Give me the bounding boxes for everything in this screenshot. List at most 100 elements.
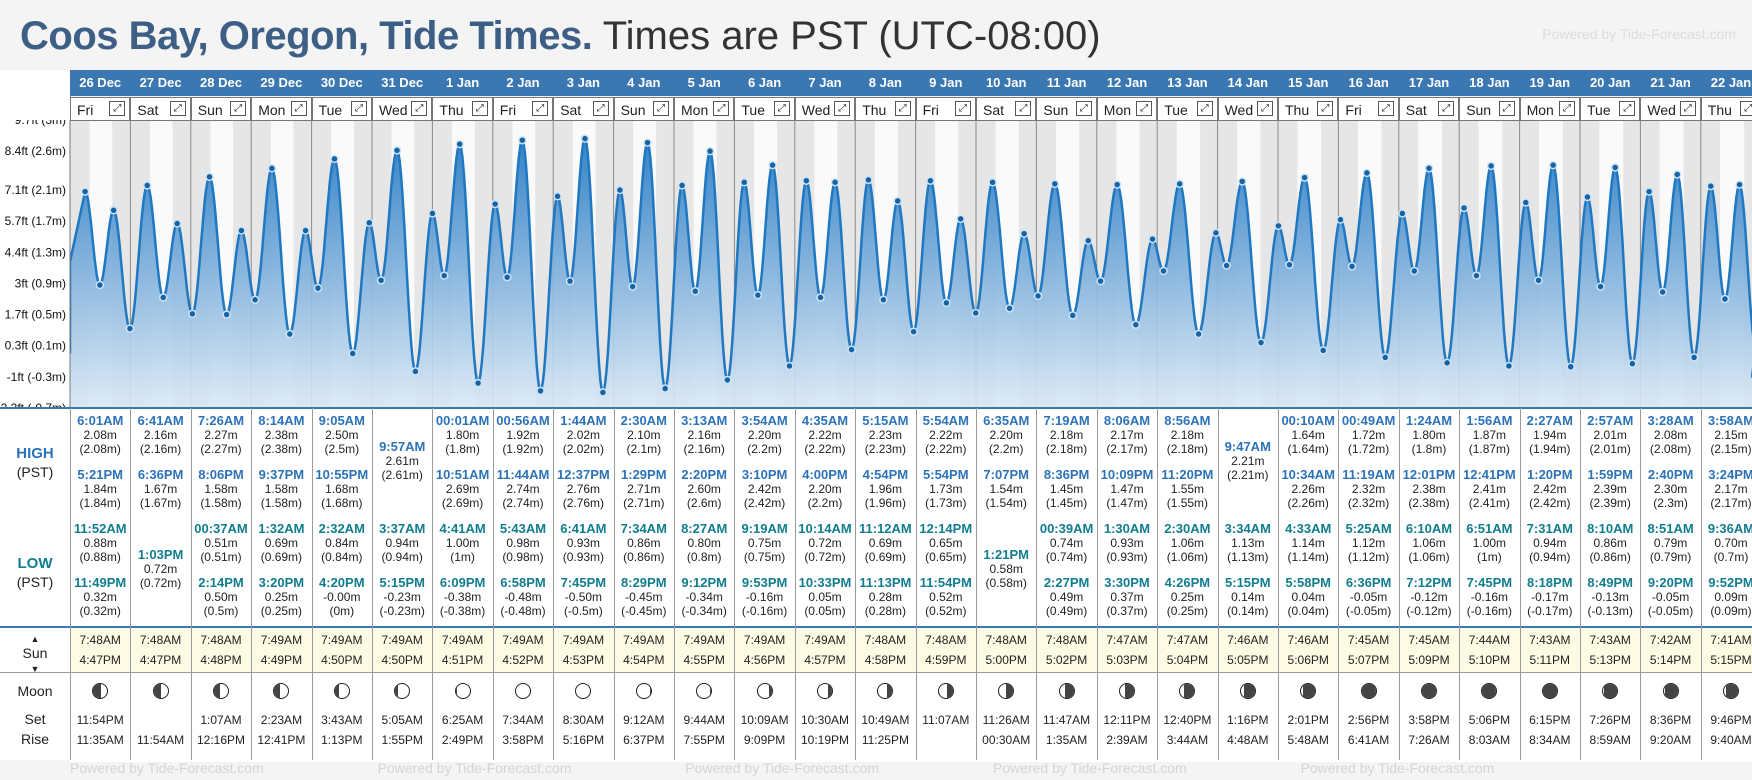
expand-icon[interactable]: ⤢ [592,101,609,116]
low-tide-height-alt: (-0.34m) [681,604,727,618]
high-tide-time: 3:10PM [741,467,788,482]
moon-rise-time: 7:26AM [1408,733,1450,747]
column-divider [1278,408,1279,760]
moon-rise-time: 1:55PM [381,733,423,747]
expand-icon[interactable]: ⤢ [1377,101,1394,116]
expand-icon[interactable]: ⤢ [652,101,669,116]
day-name: Thu [862,102,887,118]
expand-icon[interactable]: ⤢ [532,101,549,116]
day-name: Wed [1224,102,1254,118]
expand-icon[interactable]: ⤢ [471,101,488,116]
low-tide-time: 5:15PM [379,575,425,590]
low-tide-time: 11:49PM [74,575,127,590]
expand-icon[interactable]: ⤢ [1136,101,1153,116]
high-tide-height: 1.73m [929,482,963,496]
low-tide-point [222,310,231,319]
low-tide-height: 1.12m [1351,536,1386,550]
low-tide-height: 0.70m [1714,536,1748,550]
expand-icon[interactable]: ⤢ [1075,101,1092,116]
high-tide-time: 3:24PM [1708,467,1752,482]
expand-icon[interactable]: ⤢ [713,101,730,116]
high-tide-time: 6:35AM [983,413,1030,428]
expand-icon[interactable]: ⤢ [1679,101,1696,116]
high-tide-entry: 4:35AM 2.22m (2.22m) [795,414,855,457]
low-tide-height-alt: (-0.16m) [1466,604,1513,618]
moon-phase-icon [394,683,411,699]
high-tide-height-alt: (1.47m) [1106,496,1148,510]
column-divider [794,408,796,760]
high-tide-point [988,178,997,187]
expand-icon[interactable]: ⤢ [1619,101,1636,116]
low-tide-entry: 7:45PM -0.16m (-0.16m) [1459,576,1519,619]
sunset-time: 4:47PM [139,653,182,667]
low-tide-time: 11:54PM [919,575,972,590]
low-tide-height: 0.51m [204,536,238,550]
low-tide-height: -0.34m [685,590,723,604]
y-axis-background [0,120,70,408]
high-tide-height-alt: (1.68m) [321,496,363,510]
date-header: 1 Jan [445,75,480,90]
day-name: Fri [499,102,517,118]
low-tide-point [942,298,951,308]
day-name-cell: Sun ⤢ [613,97,674,121]
high-tide-height-alt: (2.71m) [623,496,665,510]
expand-icon[interactable]: ⤢ [1438,101,1455,116]
low-tide-point [285,329,295,339]
low-tide-point [1689,353,1699,362]
high-tide-point [301,226,310,235]
expand-icon[interactable]: ⤢ [109,101,126,116]
high-tide-height: 2.61m [385,454,419,468]
moon-rise-time: 8:03AM [1468,733,1511,747]
expand-icon[interactable]: ⤢ [1317,101,1334,116]
expand-icon[interactable]: ⤢ [411,101,428,116]
high-tide-time: 2:27AM [1526,413,1573,428]
low-tide-height-alt: (0.7m) [1713,550,1749,564]
expand-icon[interactable]: ⤢ [894,101,911,116]
expand-icon[interactable]: ⤢ [954,101,971,116]
high-tide-entry: 1:24AM 1.80m (1.8m) [1399,414,1459,457]
day-name: Sat [1405,102,1427,118]
high-tide-height-alt: (2.2m) [747,442,782,456]
low-tide-entry: 8:27AM 0.80m (0.8m) [674,522,734,565]
moon-set-time: 9:46PM [1710,713,1752,727]
y-tick-label: 7.1ft (2.1m) [5,183,66,197]
low-tide-point [411,367,420,376]
high-tide-height: 1.54m [989,482,1023,496]
expand-icon[interactable]: ⤢ [1256,101,1273,116]
high-tide-time: 00:01AM [435,413,490,428]
high-tide-entry: 7:19AM 2.18m (2.18m) [1036,414,1096,457]
expand-icon[interactable]: ⤢ [350,101,367,116]
low-tide-height-alt: (0.84m) [321,550,363,564]
high-tide-entry: 11:19AM 2.32m (2.32m) [1338,468,1398,511]
low-tide-entry: 7:34AM 0.86m (0.86m) [614,522,674,565]
high-tide-point [739,178,749,187]
expand-icon[interactable]: ⤢ [1498,101,1515,116]
sunset-time: 5:02PM [1045,653,1088,667]
expand-icon[interactable]: ⤢ [169,101,186,116]
expand-icon[interactable]: ⤢ [1196,101,1213,116]
footer-watermark: Powered by Tide-Forecast.com Powered by … [70,760,1752,780]
expand-icon[interactable]: ⤢ [1015,101,1032,116]
expand-icon[interactable]: ⤢ [834,101,851,116]
expand-icon[interactable]: ⤢ [773,101,790,116]
low-tide-point [1596,282,1605,291]
low-tide-height-alt: (-0.05m) [1345,604,1392,618]
low-tide-time: 1:03PM [137,547,184,562]
expand-icon[interactable]: ⤢ [230,101,247,116]
footer-watermark-2: Powered by Tide-Forecast.com [377,760,572,776]
moon-rise-time: 9:40AM [1710,733,1752,747]
high-tide-time: 12:41PM [1463,467,1516,482]
column-divider [1459,408,1461,760]
expand-icon[interactable]: ⤢ [290,101,307,116]
sunset-time: 4:57PM [804,653,846,667]
expand-icon[interactable]: ⤢ [1558,101,1575,116]
expand-icon[interactable]: ⤢ [1740,101,1752,116]
sunset-time: 4:58PM [864,653,907,667]
low-tide-time: 2:32AM [318,521,365,536]
low-tide-entry: 1:32AM 0.69m (0.69m) [251,522,311,565]
low-tide-height: 0.94m [1533,536,1567,550]
high-tide-point [580,134,590,143]
high-tide-height-alt: (1.64m) [1287,442,1329,456]
low-tide-height-alt: (0.25m) [260,604,303,618]
moon-phase-icon [1300,683,1317,699]
